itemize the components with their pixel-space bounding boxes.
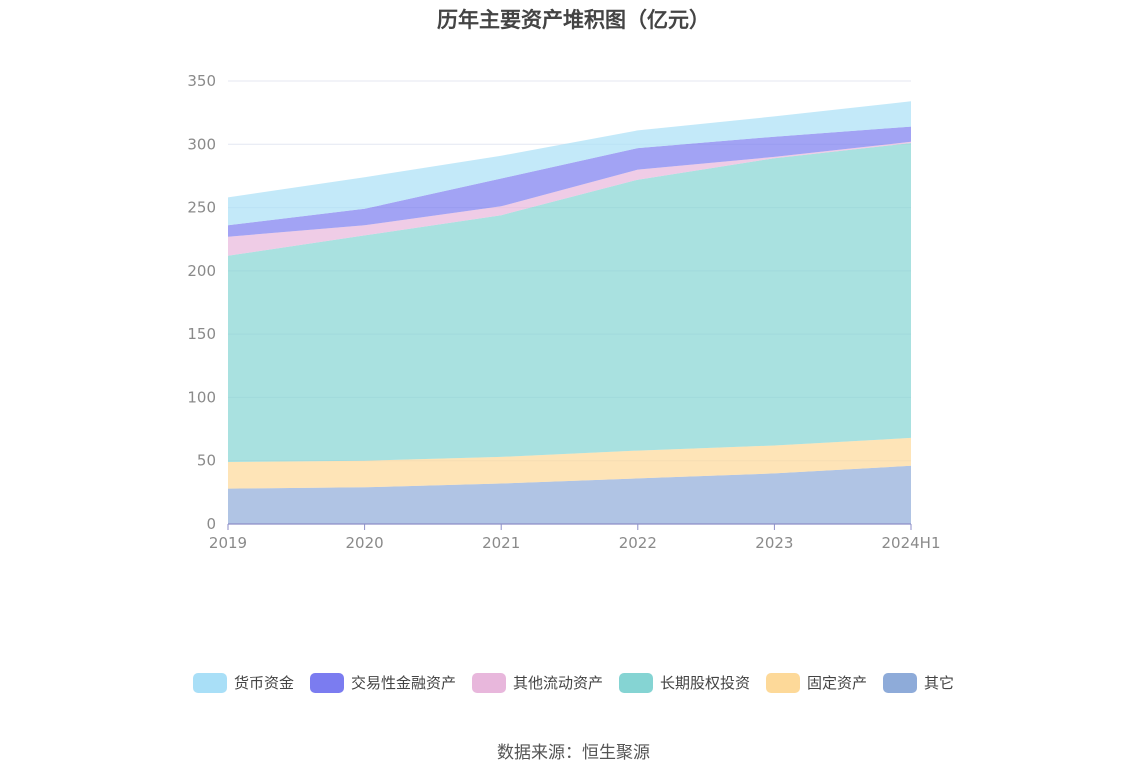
stacked-area-chart: 0 50 100 150 200 250 300 350 2019 2020 2021 2022 202… (187, 72, 940, 552)
x-tick-label: 2022 (619, 534, 657, 552)
legend-swatch (619, 672, 653, 693)
x-tick-label: 2021 (482, 534, 520, 552)
axes: 0 50 100 150 200 250 300 350 2019 2020 2021 2022 202… (187, 72, 940, 552)
area-series-2 (228, 143, 911, 462)
x-tick-label: 2023 (755, 534, 793, 552)
area-series-0 (228, 465, 911, 524)
legend-item[interactable]: 货币资金 (192, 672, 294, 693)
legend-label: 固定资产 (807, 674, 868, 692)
legend-item[interactable]: 固定资产 (766, 672, 867, 693)
area-series (228, 101, 911, 524)
legend-swatch (766, 672, 801, 693)
legend-swatch (471, 672, 506, 693)
chart-title: 历年主要资产堆积图（亿元） (437, 8, 710, 32)
legend-item[interactable]: 长期股权投资 (619, 672, 750, 693)
legend-label: 长期股权投资 (660, 674, 751, 692)
legend-label: 其他流动资产 (512, 674, 603, 692)
y-tick-label: 50 (197, 452, 216, 470)
area-series-4 (228, 126, 911, 237)
legend-item[interactable]: 其他流动资产 (471, 672, 603, 693)
y-tick-label: 200 (187, 262, 216, 280)
legend-swatch (192, 672, 227, 693)
legend-swatch (309, 672, 344, 693)
area-series-1 (228, 437, 911, 489)
y-tick-label: 100 (187, 388, 216, 406)
legend: 货币资金 交易性金融资产 其他流动资产 长期股权投资 固定资产 其它 (0, 672, 1147, 693)
y-tick-label: 300 (187, 135, 216, 153)
legend-label: 交易性金融资产 (350, 674, 456, 692)
area-series-3 (228, 141, 911, 256)
x-tick-label: 2024H1 (882, 534, 941, 552)
legend-label: 其它 (924, 674, 955, 692)
source-note: 数据来源：恒生聚源 (497, 743, 650, 763)
legend-item[interactable]: 其它 (883, 672, 954, 693)
x-tick-label: 2019 (209, 534, 247, 552)
legend-swatch (883, 672, 918, 693)
y-tick-label: 250 (187, 199, 216, 217)
legend-item[interactable]: 交易性金融资产 (309, 672, 456, 693)
y-tick-label: 150 (187, 325, 216, 343)
y-tick-label: 350 (187, 72, 216, 90)
x-tick-label: 2020 (346, 534, 384, 552)
y-tick-label: 0 (206, 515, 216, 533)
area-series-5 (228, 101, 911, 226)
legend-label: 货币资金 (233, 674, 294, 692)
